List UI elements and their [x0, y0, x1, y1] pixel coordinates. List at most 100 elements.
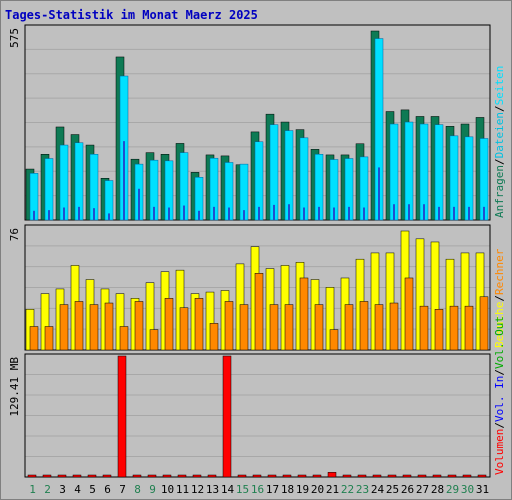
y-tick-label-1: 575 [8, 28, 21, 48]
bar-volumen [417, 474, 427, 478]
bar-seiten [468, 206, 470, 220]
x-tick-label: 6 [104, 483, 111, 496]
bar-seiten [288, 204, 290, 220]
bar-volumen [162, 474, 172, 478]
bar-rechner [269, 304, 279, 351]
bar-rechner [359, 301, 369, 351]
bar-seiten [33, 210, 35, 220]
bar-seiten [273, 204, 275, 220]
bar-rechner [404, 277, 414, 351]
y-tick-label-2: 76 [8, 228, 21, 241]
x-tick-label: 27 [416, 483, 429, 496]
bar-seiten [108, 213, 110, 220]
x-tick-label: 29 [446, 483, 459, 496]
bar-rechner [44, 326, 54, 351]
bar-seiten [168, 207, 170, 220]
x-tick-label: 21 [326, 483, 339, 496]
x-tick-label: 15 [236, 483, 249, 496]
bar-volumen [132, 474, 142, 478]
bar-rechner [119, 326, 129, 351]
x-tick-label: 26 [401, 483, 414, 496]
legend-panel-3: Volumen/Vol. In/Vol. Out [493, 316, 506, 475]
x-tick-label: 31 [476, 483, 489, 496]
bar-seiten [333, 207, 335, 220]
bar-volumen [462, 474, 472, 478]
bar-seiten [258, 206, 260, 220]
bar-volumen [267, 474, 277, 478]
bar-rechner [59, 304, 69, 351]
bar-rechner [374, 304, 384, 351]
bar-seiten [63, 207, 65, 220]
x-tick-label: 22 [341, 483, 354, 496]
x-tick-label: 24 [371, 483, 385, 496]
bar-seiten [138, 188, 140, 220]
bar-volumen [222, 355, 232, 478]
legend-separator: / [493, 105, 506, 112]
x-tick-label: 14 [221, 483, 235, 496]
bar-volumen [357, 474, 367, 478]
bar-volumen [402, 474, 412, 478]
bar-seiten [393, 204, 395, 220]
x-tick-label: 25 [386, 483, 399, 496]
bar-seiten [483, 206, 485, 220]
bar-seiten [318, 206, 320, 220]
x-tick-label: 17 [266, 483, 279, 496]
bar-rechner [89, 304, 99, 351]
bar-volumen [102, 474, 112, 478]
bar-rechner [419, 305, 429, 351]
x-tick-label: 16 [251, 483, 264, 496]
bar-volumen [117, 355, 127, 478]
bar-volumen [387, 474, 397, 478]
bar-volumen [72, 474, 82, 478]
bar-volumen [477, 474, 487, 478]
x-tick-label: 19 [296, 483, 309, 496]
bar-seiten [438, 206, 440, 220]
bar-volumen [432, 474, 442, 478]
bar-seiten [123, 141, 125, 220]
bar-rechner [209, 323, 219, 351]
legend-entry: Anfragen [493, 165, 506, 218]
x-tick-label: 8 [134, 483, 141, 496]
bar-rechner [344, 304, 354, 351]
bar-seiten [213, 206, 215, 220]
bar-seiten [453, 206, 455, 220]
bar-volumen [27, 474, 37, 478]
bar-volumen [372, 474, 382, 478]
bar-rechner [254, 273, 264, 351]
x-tick-label: 7 [119, 483, 126, 496]
bar-volumen [177, 474, 187, 478]
bar-volumen [252, 474, 262, 478]
bar-rechner [29, 326, 39, 351]
y-tick-label-3: 129.41 MB [8, 357, 21, 417]
bar-volumen [207, 474, 217, 478]
bar-rechner [284, 304, 294, 351]
bar-volumen [192, 474, 202, 478]
bar-dateien [434, 124, 444, 221]
legend-entry: Volumen [493, 429, 506, 475]
legend-panel-2: Besuche/Rechner [493, 248, 506, 348]
bar-seiten [243, 210, 245, 220]
bar-seiten [378, 167, 380, 220]
x-tick-label: 5 [89, 483, 96, 496]
bar-volumen [42, 474, 52, 478]
bar-rechner [329, 329, 339, 351]
legend-separator: / [493, 422, 506, 429]
bar-seiten [228, 207, 230, 220]
bar-rechner [134, 301, 144, 351]
bar-seiten [153, 206, 155, 220]
bar-volumen [147, 474, 157, 478]
x-tick-label: 13 [206, 483, 219, 496]
bar-volumen [312, 474, 322, 478]
x-tick-label: 1 [29, 483, 36, 496]
bar-rechner [314, 304, 324, 351]
bar-seiten [78, 206, 80, 220]
bar-volumen [87, 474, 97, 478]
chart-title: Tages-Statistik im Monat Maerz 2025 [5, 8, 258, 22]
x-tick-label: 23 [356, 483, 369, 496]
x-tick-label: 20 [311, 483, 324, 496]
bar-volumen [57, 474, 67, 478]
legend-separator: / [493, 369, 506, 376]
bar-rechner [164, 298, 174, 351]
legend-entry: Rechner [493, 248, 506, 295]
